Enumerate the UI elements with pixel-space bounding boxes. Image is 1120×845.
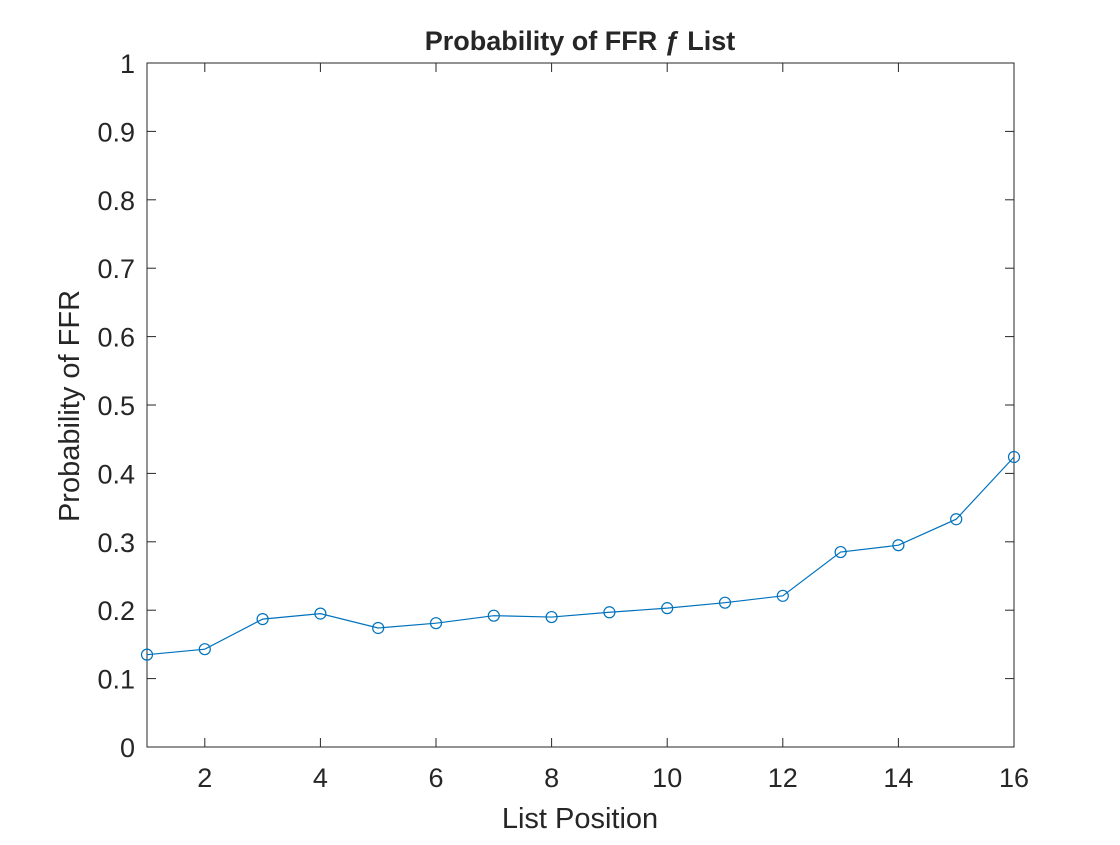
x-tick-label: 8 xyxy=(544,763,559,793)
x-tick-label: 14 xyxy=(883,763,913,793)
x-tick-label: 10 xyxy=(652,763,682,793)
data-point-marker xyxy=(892,539,905,552)
y-tick-label: 1 xyxy=(120,49,135,79)
data-point-marker xyxy=(429,617,443,630)
x-tick-label: 6 xyxy=(428,763,443,793)
x-tick-label: 2 xyxy=(197,763,212,793)
data-point-marker xyxy=(140,648,154,661)
data-point-marker xyxy=(603,606,616,619)
y-tick-label: 0.5 xyxy=(97,391,135,421)
x-axis-label: List Position xyxy=(502,803,658,835)
data-point-marker xyxy=(256,612,269,626)
plot-area-box xyxy=(146,62,1015,748)
y-tick-label: 0.6 xyxy=(97,323,135,353)
chart-title: Probability of FFR ƒ List xyxy=(425,26,736,56)
data-point-marker xyxy=(834,545,847,559)
x-tick-label: 4 xyxy=(313,763,328,793)
y-tick-label: 0.9 xyxy=(97,117,135,147)
x-tick-label: 12 xyxy=(768,763,798,793)
x-tick-label: 16 xyxy=(999,763,1029,793)
y-tick-label: 0.7 xyxy=(97,254,135,284)
data-point-marker xyxy=(776,589,789,602)
axes: 2 4 6 8 10 12 14 16 0 0.1 0.2 0.3 0.4 0.5 0.6 0.7 0.8 0.9… xyxy=(97,49,1029,793)
data-point-marker xyxy=(1007,450,1021,464)
y-tick-label: 0.3 xyxy=(97,528,135,558)
data-point-marker xyxy=(718,596,732,609)
data-point-marker xyxy=(545,610,558,624)
y-tick-label: 0 xyxy=(120,733,135,763)
data-point-marker xyxy=(314,607,327,620)
data-point-marker xyxy=(661,602,674,615)
data-series xyxy=(140,450,1021,661)
data-point-marker xyxy=(198,643,211,656)
series-line xyxy=(146,456,1015,656)
y-tick-label: 0.1 xyxy=(97,665,135,695)
y-axis-label: Probability of FFR xyxy=(54,290,86,522)
data-point-marker xyxy=(487,609,500,622)
y-tick-label: 0.8 xyxy=(97,186,135,216)
data-point-marker xyxy=(950,513,963,526)
y-tick-label: 0.2 xyxy=(97,596,135,626)
data-point-marker xyxy=(372,621,385,635)
y-tick-label: 0.4 xyxy=(97,459,135,489)
